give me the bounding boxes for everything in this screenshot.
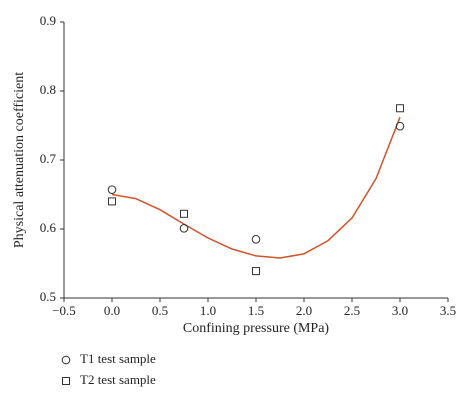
x-tick-label: 0.0 bbox=[104, 303, 120, 318]
y-tick-label: 0.6 bbox=[40, 220, 57, 235]
data-point bbox=[180, 209, 188, 218]
data-point bbox=[252, 267, 260, 276]
y-tick-label: 0.5 bbox=[40, 289, 56, 304]
data-point bbox=[395, 121, 405, 131]
x-tick-label: 0.5 bbox=[152, 303, 168, 318]
y-tick-label: 0.7 bbox=[40, 151, 57, 166]
x-tick-label: 3.0 bbox=[392, 303, 408, 318]
x-tick-label: 1.5 bbox=[248, 303, 264, 318]
x-tick-label: 1.0 bbox=[200, 303, 216, 318]
legend-marker bbox=[61, 355, 71, 365]
legend-label: T1 test sample bbox=[80, 351, 156, 366]
y-tick-label: 0.8 bbox=[40, 82, 56, 97]
data-point bbox=[396, 104, 404, 113]
data-point bbox=[108, 197, 116, 206]
data-point bbox=[251, 235, 261, 244]
x-tick-label: 2.5 bbox=[344, 303, 360, 318]
x-axis-label: Confining pressure (MPa) bbox=[183, 321, 330, 336]
data-point bbox=[107, 185, 117, 194]
legend-marker bbox=[62, 377, 70, 385]
fit-curve bbox=[111, 116, 401, 259]
y-tick-label: 0.9 bbox=[40, 13, 56, 28]
x-tick-label: −0.5 bbox=[52, 303, 76, 318]
y-axis-label: Physical attenuation coefficient bbox=[12, 72, 27, 248]
data-point bbox=[179, 224, 189, 233]
legend-label: T2 test sample bbox=[80, 372, 156, 387]
x-tick-label: 3.5 bbox=[440, 303, 456, 318]
x-tick-label: 2.0 bbox=[296, 303, 312, 318]
